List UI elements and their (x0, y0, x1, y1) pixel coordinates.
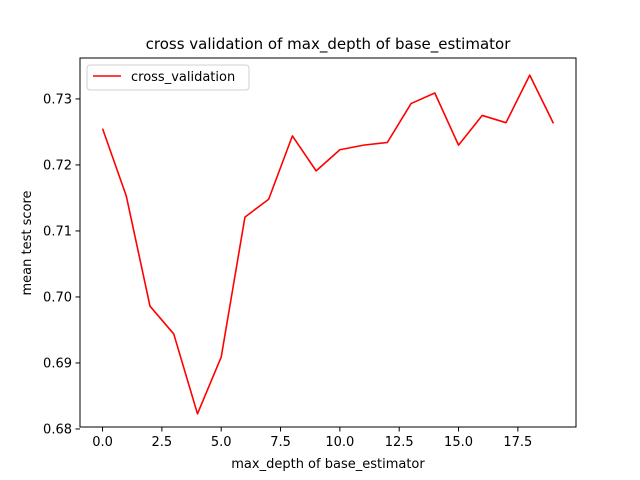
x-axis-label: max_depth of base_estimator (231, 457, 425, 472)
series-line-0 (101, 74, 555, 415)
plot-area: 0.0 2.5 5.0 7.5 10.0 12.5 15.0 17.5 0.68 0.69 0.70… (43, 57, 577, 450)
y-tick-label: 0.71 (43, 224, 72, 239)
y-tick-label: 0.69 (43, 356, 72, 371)
legend-box (86, 64, 250, 91)
legend-label: cross_validation (131, 70, 235, 85)
x-tick-label: 5.0 (211, 435, 232, 450)
chart-title: cross validation of max_depth of base_es… (146, 35, 512, 54)
y-tick-label: 0.72 (43, 158, 72, 173)
x-tick-label: 12.5 (385, 435, 414, 450)
y-tick-label: 0.70 (43, 290, 72, 305)
y-tick-label: 0.73 (43, 92, 72, 107)
x-tick-label: 2.5 (152, 435, 173, 450)
y-tick-label: 0.68 (43, 422, 72, 437)
x-tick-label: 0.0 (92, 435, 113, 450)
x-tick-label: 17.5 (503, 435, 532, 450)
x-tick-label: 7.5 (270, 435, 291, 450)
x-tick-label: 10.0 (325, 435, 354, 450)
x-tick-label: 15.0 (444, 435, 473, 450)
y-axis-label: mean test score (20, 190, 35, 295)
axes-frame (79, 57, 577, 428)
